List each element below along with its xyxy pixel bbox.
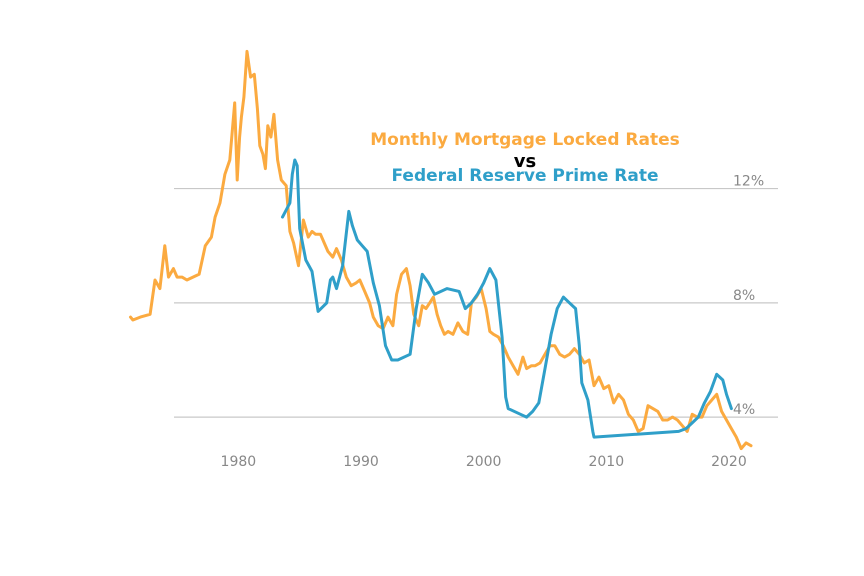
x-tick-label-1: 1990 [343,454,379,470]
chart-title-line2: Federal Reserve Prime Rate [391,166,659,186]
y-tick-label-0: 4% [733,402,755,418]
grid-lines [174,187,778,418]
y-tick-label-2: 12% [733,174,764,190]
x-tick-label-3: 2010 [588,454,624,470]
chart-title-line1: Monthly Mortgage Locked Rates [370,130,680,150]
mortgage-rate-line [129,49,753,451]
chart-title-connector: vs [513,151,537,172]
x-tick-label-2: 2000 [466,454,502,470]
x-tick-label-0: 1980 [221,454,257,470]
x-tick-label-4: 2020 [711,454,747,470]
prime-rate-line [281,158,733,439]
y-tick-labels: 4% 8% 12% [733,174,764,419]
y-tick-label-1: 8% [733,288,755,304]
x-tick-labels: 1980 1990 2000 2010 2020 [221,454,747,470]
series-lines [129,49,753,451]
